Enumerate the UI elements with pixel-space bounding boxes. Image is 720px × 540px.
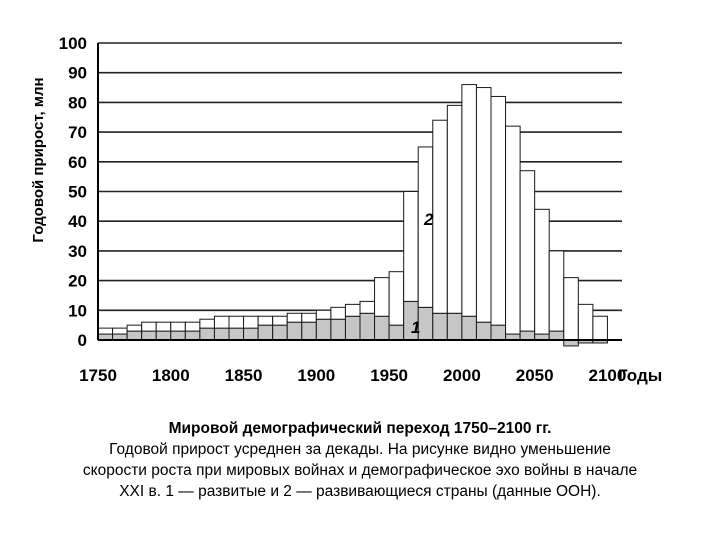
figure-caption: Мировой демографический переход 1750–210… xyxy=(20,418,700,502)
bar-developing-2050 xyxy=(534,208,550,335)
bar-developed-1910 xyxy=(330,318,346,341)
bar-developing-1760 xyxy=(112,327,128,335)
bar-developed-1850 xyxy=(243,327,259,341)
bar-developed-1820 xyxy=(199,327,215,341)
bars xyxy=(97,84,608,347)
y-tick-60: 60 xyxy=(68,153,87,172)
bar-developed-2040 xyxy=(519,330,536,341)
bar-developing-1950 xyxy=(388,271,405,326)
bar-developed-1990 xyxy=(446,312,463,341)
bar-developing-2040 xyxy=(519,170,536,332)
bar-developing-1850 xyxy=(243,315,259,329)
y-axis-label: Годовой прирост, млн xyxy=(30,77,47,242)
bar-developed-2010 xyxy=(475,321,492,341)
bar-developed-1800 xyxy=(170,330,186,341)
x-tick-2100: 2100 xyxy=(589,366,627,385)
bar-developing-2070 xyxy=(563,277,579,341)
y-tick-70: 70 xyxy=(68,123,87,142)
bar-developing-1860 xyxy=(257,315,274,326)
bar-developed-1790 xyxy=(155,330,172,341)
bar-developed-1940 xyxy=(374,315,390,341)
bar-developing-1810 xyxy=(184,321,201,332)
y-tick-40: 40 xyxy=(68,212,87,231)
bar-developing-2090 xyxy=(592,315,608,341)
bar-developing-1910 xyxy=(330,306,346,320)
bar-developing-1920 xyxy=(344,303,361,317)
y-tick-30: 30 xyxy=(68,242,87,261)
bar-developing-1980 xyxy=(432,119,448,314)
bar-developing-2010 xyxy=(475,87,492,323)
x-tick-2000: 2000 xyxy=(443,366,481,385)
bar-developed-1890 xyxy=(301,321,317,341)
caption-line-3: XXI в. 1 — развитые и 2 — развивающиеся … xyxy=(119,483,601,500)
bar-developing-2060 xyxy=(548,250,565,332)
bar-developing-1800 xyxy=(170,321,186,332)
bar-developed-1840 xyxy=(228,327,245,341)
bar-developed-2060 xyxy=(548,330,565,341)
bar-developed-2000 xyxy=(461,315,477,341)
x-tick-1900: 1900 xyxy=(297,366,335,385)
bar-developed-1780 xyxy=(141,330,157,341)
axes xyxy=(97,43,622,341)
bar-developed-1880 xyxy=(286,321,303,341)
bar-developing-1780 xyxy=(141,321,157,332)
x-tick-1950: 1950 xyxy=(370,366,408,385)
series-label-1: 1 xyxy=(411,318,420,337)
y-tick-20: 20 xyxy=(68,272,87,291)
bar-developing-1990 xyxy=(446,104,463,314)
y-tick-100: 100 xyxy=(59,34,87,53)
bar-developing-1750 xyxy=(97,327,114,335)
bar-developing-1880 xyxy=(286,312,303,323)
bar-developing-2020 xyxy=(490,95,507,326)
caption-line-2: скорости роста при мировых войнах и демо… xyxy=(82,462,638,479)
bar-developing-1900 xyxy=(315,309,332,320)
bar-developed-1860 xyxy=(257,324,274,341)
series-label-2: 2 xyxy=(423,210,434,229)
x-tick-1850: 1850 xyxy=(225,366,263,385)
y-tick-10: 10 xyxy=(68,301,87,320)
y-tick-50: 50 xyxy=(68,183,87,202)
bar-developing-1890 xyxy=(301,312,317,323)
y-tick-90: 90 xyxy=(68,64,87,83)
bar-developed-1870 xyxy=(272,324,288,341)
x-axis-label: Годы xyxy=(618,366,662,385)
bar-developing-1960 xyxy=(403,191,419,302)
bar-developed-1830 xyxy=(213,327,230,341)
bar-developed-1770 xyxy=(126,330,143,341)
bar-developing-2080 xyxy=(577,303,594,341)
bar-developing-1790 xyxy=(155,321,172,332)
bar-developing-2000 xyxy=(461,84,477,317)
caption-line-1: Годовой прирост усреднен за декады. На р… xyxy=(109,441,611,458)
bar-developing-1940 xyxy=(374,277,390,317)
bar-developing-1840 xyxy=(228,315,245,329)
caption-title: Мировой демографический переход 1750–210… xyxy=(168,420,552,437)
x-tick-2050: 2050 xyxy=(516,366,554,385)
y-tick-labels: 0 10 20 30 40 50 60 70 80 90 100 xyxy=(59,34,87,350)
bar-developed-1810 xyxy=(184,330,201,341)
bar-developed-1930 xyxy=(359,312,376,341)
bar-developing-1870 xyxy=(272,315,288,326)
x-tick-1750: 1750 xyxy=(79,366,117,385)
x-tick-labels: 1750 1800 1850 1900 1950 2000 2050 2100 xyxy=(79,366,626,385)
y-tick-80: 80 xyxy=(68,93,87,112)
y-tick-0: 0 xyxy=(78,331,87,350)
bar-developing-1830 xyxy=(213,315,230,329)
bar-developed-1950 xyxy=(388,324,405,341)
bar-developing-1770 xyxy=(126,324,143,332)
bar-developed-2020 xyxy=(490,324,507,341)
bar-developing-1930 xyxy=(359,300,376,314)
bar-developing-2030 xyxy=(505,125,521,335)
bar-developing-1820 xyxy=(199,318,215,329)
bar-developed-1980 xyxy=(432,312,448,341)
grid-lines xyxy=(98,42,622,341)
x-tick-1800: 1800 xyxy=(152,366,190,385)
bar-developed-1900 xyxy=(315,318,332,341)
bar-developed-1920 xyxy=(344,315,361,341)
